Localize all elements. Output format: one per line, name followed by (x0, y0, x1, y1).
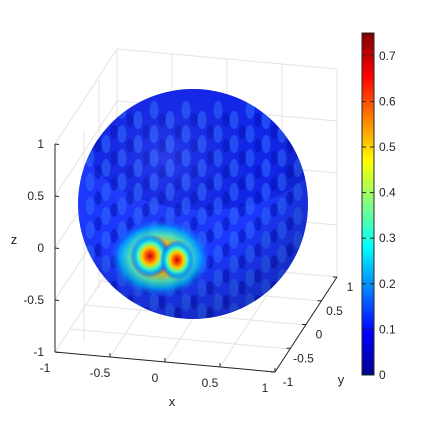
z-tick-label: -1 (33, 345, 44, 359)
colorbar-tick-label: 0.1 (379, 322, 396, 336)
surface-ripple (293, 255, 303, 273)
z-tick-mark (54, 351, 60, 353)
surface-ripple-dark (286, 269, 294, 283)
surface-ripple (85, 293, 95, 311)
x-tick-label: -0.5 (90, 366, 111, 380)
surface-ripple-dark (110, 307, 118, 319)
colorbar-tick-label: 0.4 (379, 186, 396, 200)
colorbar-tick-label: 0.2 (379, 277, 396, 291)
y-tick-label: -1 (283, 375, 294, 389)
y-tick-label: 0.5 (326, 304, 343, 318)
surface-ripple-dark (286, 295, 294, 309)
surface-ripple (293, 111, 303, 129)
y-tick-label: 1 (347, 280, 354, 294)
colorbar-tick-label: 0 (379, 368, 386, 382)
colorbar-tick-label: 0.5 (379, 140, 396, 154)
colorbar-tick-label: 0.7 (379, 49, 396, 63)
surface-ripple (277, 293, 287, 311)
x-tick-label: 1 (262, 381, 269, 395)
surface-ripple (261, 303, 271, 319)
x-axis-label: x (169, 394, 176, 409)
y-axis-label: y (338, 372, 345, 387)
surface-ripple (293, 303, 303, 319)
surface-ripple (85, 101, 95, 119)
z-tick-label: 0.5 (27, 189, 44, 203)
surface-ripple (293, 135, 303, 153)
surface-ripple-dark (94, 113, 102, 127)
x-tick-label: -1 (40, 361, 51, 375)
surface-ripple (85, 125, 95, 143)
surface-ripple-dark (286, 113, 294, 127)
x-tick-label: 0 (152, 371, 159, 385)
colorbar: 0 0.1 0.2 0.3 0.4 0.5 0.6 0.7 (361, 32, 396, 382)
z-tick-mark (54, 299, 60, 301)
surface-ripple (85, 269, 95, 287)
surface-ripple-dark (94, 295, 102, 309)
surface-ripple (293, 279, 303, 297)
colorbar-tick-label: 0.6 (379, 94, 396, 108)
z-tick-mark (54, 195, 60, 197)
z-tick-label: -0.5 (23, 293, 44, 307)
colorbar-tick-label: 0.3 (379, 231, 396, 245)
x-tick-label: 0.5 (202, 376, 219, 390)
z-tick-mark (54, 143, 60, 145)
y-tick-label: 0 (316, 328, 323, 342)
z-tick-label: 0 (37, 241, 44, 255)
z-tick-label: 1 (37, 137, 44, 151)
colorbar-gradient (361, 32, 375, 376)
surface-ripple-dark (270, 307, 278, 319)
z-axis-label: z (11, 232, 18, 247)
surface-ripple (101, 303, 111, 319)
z-tick-mark (54, 247, 60, 249)
sphere-surface (78, 89, 308, 319)
y-tick-label: -0.5 (293, 351, 314, 365)
